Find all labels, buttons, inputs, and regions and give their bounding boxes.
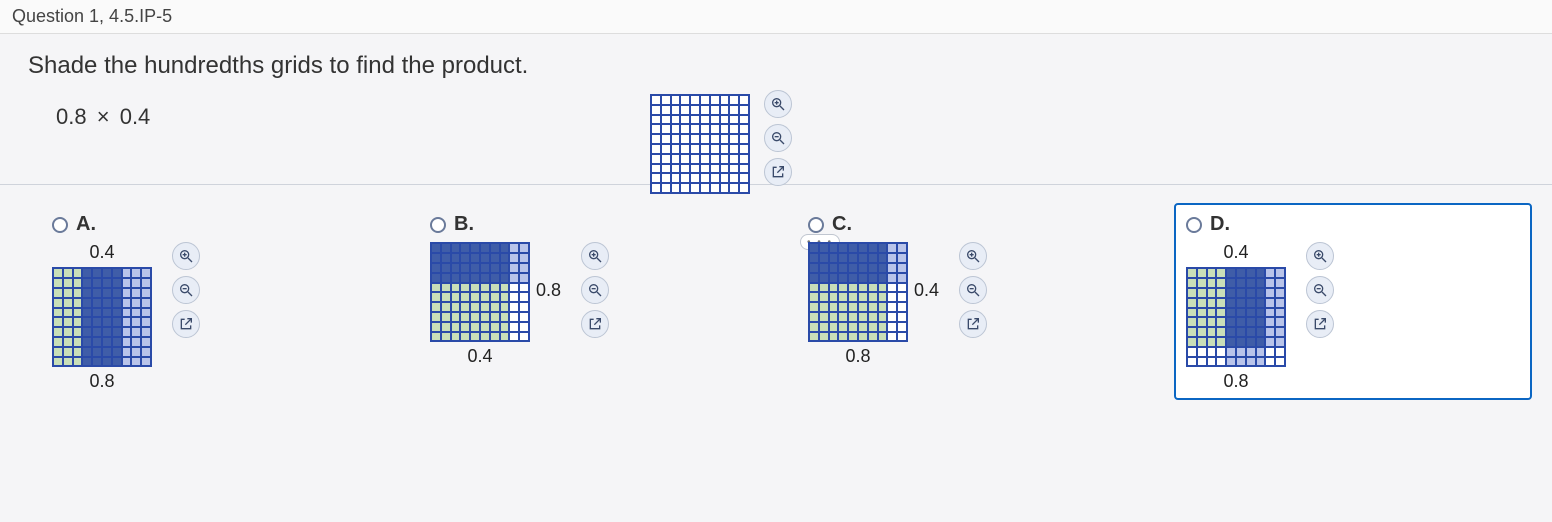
figure-wrap: 0.4 0.8: [1186, 242, 1286, 392]
question-title: Question 1, 4.5.IP-5: [12, 6, 172, 26]
figure-wrap: 0.4 0.8: [52, 242, 152, 392]
figure-tools: [581, 242, 609, 338]
top-axis-label: 0.4: [1223, 242, 1248, 263]
expr-a: 0.8: [56, 104, 87, 129]
zoom-in-icon[interactable]: [764, 90, 792, 118]
popout-icon[interactable]: [172, 310, 200, 338]
expr-b: 0.4: [120, 104, 151, 129]
bottom-axis-label: 0.4: [467, 346, 492, 367]
popout-icon[interactable]: [764, 158, 792, 186]
hundredths-grid: [430, 242, 530, 342]
radio-A[interactable]: [52, 217, 68, 233]
question-header: Question 1, 4.5.IP-5: [0, 0, 1552, 34]
zoom-out-icon[interactable]: [172, 276, 200, 304]
option-D[interactable]: D. 0.4 0.8: [1174, 203, 1532, 400]
figure-tools: [1306, 242, 1334, 338]
radio-B[interactable]: [430, 217, 446, 233]
radio-D[interactable]: [1186, 217, 1202, 233]
reference-figure: [650, 94, 792, 194]
side-axis-label: 0.4: [914, 280, 939, 301]
option-label: D.: [1210, 213, 1230, 236]
zoom-in-icon[interactable]: [959, 242, 987, 270]
zoom-out-icon[interactable]: [581, 276, 609, 304]
times-symbol: ×: [93, 104, 114, 129]
option-head: A.: [52, 213, 386, 236]
zoom-out-icon[interactable]: [959, 276, 987, 304]
bottom-axis-label: 0.8: [845, 346, 870, 367]
zoom-in-icon[interactable]: [1306, 242, 1334, 270]
hundredths-grid: [52, 267, 152, 367]
option-label: B.: [454, 213, 474, 236]
figure-wrap: 0.4: [430, 242, 530, 367]
option-B[interactable]: B. 0.4 0.8: [418, 203, 776, 400]
radio-C[interactable]: [808, 217, 824, 233]
zoom-out-icon[interactable]: [764, 124, 792, 152]
option-A[interactable]: A. 0.4 0.8: [40, 203, 398, 400]
hundredths-grid: [1186, 267, 1286, 367]
option-label: C.: [832, 213, 852, 236]
option-label: A.: [76, 213, 96, 236]
popout-icon[interactable]: [959, 310, 987, 338]
prompt-text: Shade the hundredths grids to find the p…: [28, 50, 548, 82]
side-axis-label: 0.8: [536, 280, 561, 301]
hundredths-grid: [808, 242, 908, 342]
option-head: B.: [430, 213, 764, 236]
top-axis-label: 0.4: [89, 242, 114, 263]
bottom-axis-label: 0.8: [1223, 371, 1248, 392]
popout-icon[interactable]: [1306, 310, 1334, 338]
zoom-in-icon[interactable]: [581, 242, 609, 270]
option-body: 0.8 0.4: [808, 242, 1142, 367]
option-head: D.: [1186, 213, 1520, 236]
figure-tools: [172, 242, 200, 338]
zoom-in-icon[interactable]: [172, 242, 200, 270]
popout-icon[interactable]: [581, 310, 609, 338]
option-body: 0.4 0.8: [1186, 242, 1520, 392]
figure-tools: [764, 90, 792, 186]
figure-tools: [959, 242, 987, 338]
option-body: 0.4 0.8: [430, 242, 764, 367]
prompt-area: Shade the hundredths grids to find the p…: [0, 34, 1552, 148]
zoom-out-icon[interactable]: [1306, 276, 1334, 304]
option-body: 0.4 0.8: [52, 242, 386, 392]
option-C[interactable]: C. 0.8 0.4: [796, 203, 1154, 400]
bottom-axis-label: 0.8: [89, 371, 114, 392]
answer-options: A. 0.4 0.8 B.: [0, 185, 1552, 410]
hundredths-grid: [650, 94, 750, 194]
figure-wrap: 0.8: [808, 242, 908, 367]
option-head: C.: [808, 213, 1142, 236]
